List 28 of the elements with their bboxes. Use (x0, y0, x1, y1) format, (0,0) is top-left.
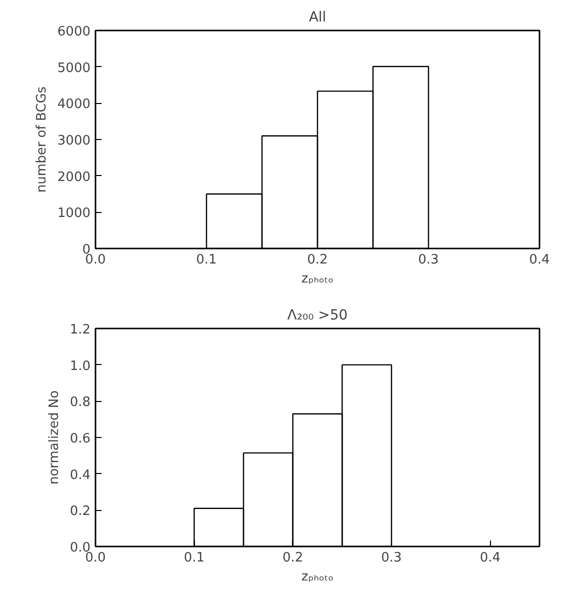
y-tick-label: 0.8 (70, 395, 91, 410)
chart-title: All (308, 10, 326, 26)
y-tick-label: 1000 (57, 206, 91, 222)
y-tick-label: 0.4 (70, 468, 91, 483)
x-tick-label: 0.1 (196, 252, 217, 268)
x-tick-label: 0.4 (529, 252, 550, 268)
y-axis-title: number of BCGs (34, 86, 50, 193)
y-tick-label: 4000 (57, 97, 91, 112)
x-tick-label: 0.0 (85, 252, 106, 268)
x-tick-label: 0.4 (480, 550, 501, 566)
y-tick-label: 0.6 (70, 432, 91, 446)
x-tick-label: 0.0 (85, 550, 106, 566)
x-tick-label: 0.3 (381, 550, 402, 566)
x-tick-label: 0.3 (418, 252, 439, 268)
y-tick-label: 6000 (57, 24, 91, 40)
chart-title: Λ₂₀₀ >50 (287, 308, 348, 324)
y-tick-label: 1.0 (70, 358, 91, 374)
x-tick-label: 0.2 (282, 550, 304, 566)
y-tick-label: 2000 (57, 170, 91, 185)
y-tick-label: 1.2 (70, 322, 91, 338)
x-axis-title: zₚₕₒₜₒ (301, 570, 334, 584)
x-axis-title: zₚₕₒₜₒ (301, 272, 334, 286)
y-axis-title: normalized No (46, 390, 62, 485)
x-tick-label: 0.2 (307, 252, 328, 268)
y-tick-label: 5000 (57, 60, 91, 76)
y-tick-label: 3000 (57, 134, 91, 148)
y-tick-label: 0.2 (70, 504, 91, 520)
x-tick-label: 0.1 (184, 550, 205, 566)
